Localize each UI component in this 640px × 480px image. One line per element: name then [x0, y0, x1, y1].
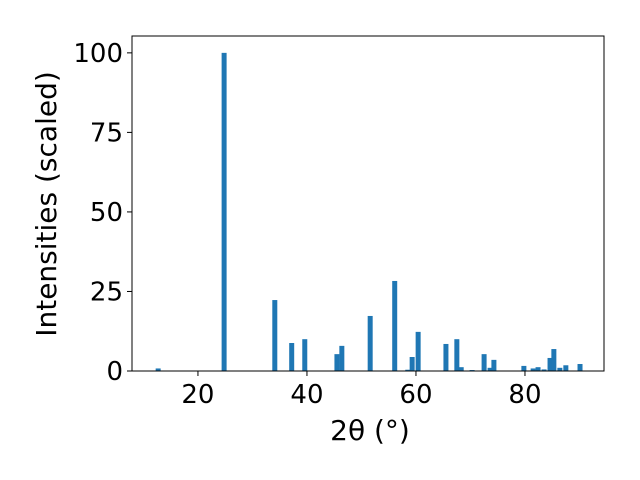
bar — [405, 369, 411, 371]
bar — [155, 368, 161, 371]
bar — [541, 369, 547, 371]
bar — [491, 359, 497, 371]
x-axis-label: 2θ (°) — [330, 414, 410, 447]
bar — [535, 367, 541, 371]
y-tick-label: 25 — [90, 277, 123, 307]
bar — [415, 331, 421, 371]
bar — [557, 367, 563, 371]
bar — [339, 345, 345, 371]
plot-frame — [131, 35, 605, 372]
y-axis-label: Intensities (scaled) — [30, 71, 63, 337]
bar — [302, 339, 308, 371]
bar — [334, 354, 340, 371]
x-tick-label: 60 — [399, 380, 432, 410]
x-tick-label: 40 — [290, 380, 323, 410]
x-tick-label: 80 — [508, 380, 541, 410]
bar — [367, 315, 373, 371]
bar — [521, 365, 527, 371]
bar — [530, 368, 536, 371]
y-tick-label: 0 — [106, 357, 123, 387]
bar — [289, 343, 295, 371]
bar — [487, 367, 493, 371]
bar — [454, 339, 460, 371]
bar — [272, 300, 278, 371]
x-tick-label: 20 — [181, 380, 214, 410]
bar — [551, 349, 557, 371]
bar — [443, 343, 449, 371]
bar — [221, 52, 227, 371]
y-tick-label: 75 — [90, 118, 123, 148]
bar — [458, 367, 464, 371]
bar — [481, 354, 487, 371]
y-tick-label: 100 — [73, 39, 123, 69]
bar — [563, 365, 569, 371]
bar — [577, 364, 583, 371]
y-tick-label: 50 — [90, 198, 123, 228]
bar — [392, 280, 398, 371]
bar — [547, 357, 553, 371]
bar — [409, 357, 415, 371]
